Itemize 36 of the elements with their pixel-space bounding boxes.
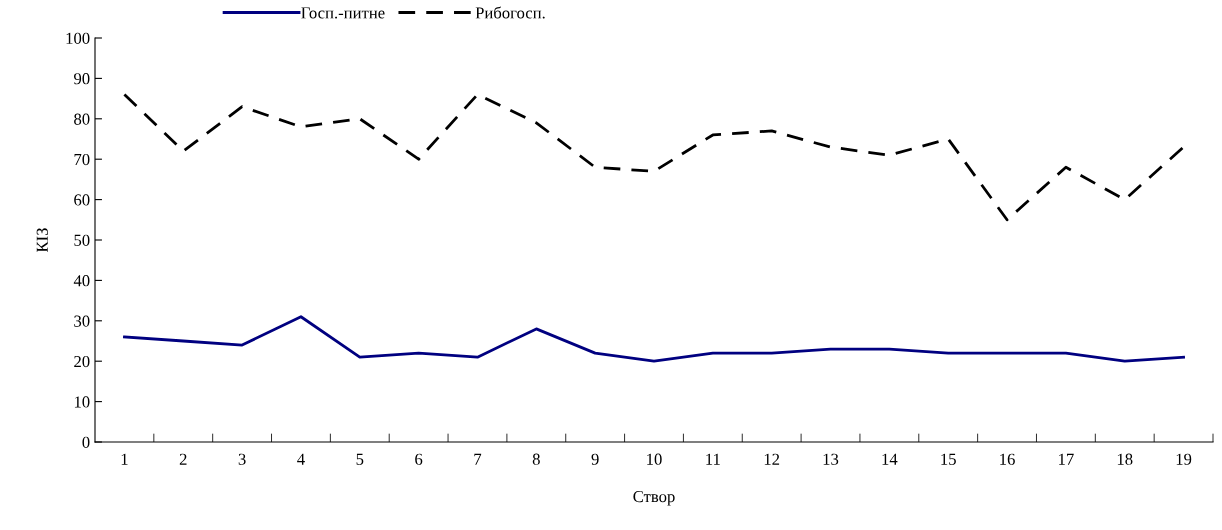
x-tick-label: 10: [647, 453, 662, 465]
x-tick-label: 12: [764, 453, 780, 465]
line-series: [123, 315, 1185, 363]
x-tick-label: 3: [238, 453, 246, 465]
legend-label: Рибогосп.: [475, 6, 545, 19]
y-tick-label: 20: [74, 355, 90, 368]
x-tick-label: 18: [1117, 453, 1133, 465]
line-series: [123, 93, 1185, 222]
x-tick-label: 4: [297, 453, 305, 465]
y-tick-label: 100: [66, 32, 90, 44]
y-tick-label: 0: [82, 436, 90, 448]
x-tick-label: 6: [415, 453, 423, 465]
x-tick-label: 8: [532, 453, 540, 465]
x-tick-label: 13: [823, 453, 839, 465]
y-tick-label: 70: [74, 153, 90, 166]
x-tick-label: 16: [1000, 453, 1015, 465]
x-tick-label: 15: [941, 453, 956, 465]
legend-label: Госп.-питне: [301, 7, 385, 19]
x-tick-label: 17: [1059, 453, 1074, 465]
y-tick-label: 90: [74, 73, 90, 85]
x-tick-label: 11: [706, 453, 720, 465]
x-tick-label: 7: [474, 453, 482, 465]
y-tick-label: 50: [74, 234, 90, 246]
x-tick-label: 19: [1176, 453, 1192, 465]
x-tick-label: 2: [179, 453, 187, 465]
y-tick-label: 10: [74, 396, 90, 408]
y-axis-title: КІЗ: [36, 228, 48, 253]
y-tick-label: 30: [74, 315, 90, 327]
x-tick-label: 5: [356, 453, 364, 465]
y-tick-label: 40: [73, 275, 90, 287]
x-tick-label: 1: [121, 453, 128, 465]
y-tick-label: 80: [74, 113, 90, 125]
y-tick-label: 60: [74, 194, 90, 206]
x-tick-label: 9: [591, 453, 599, 465]
x-tick-label: 14: [882, 453, 898, 465]
x-axis-title: Створ: [633, 490, 675, 506]
